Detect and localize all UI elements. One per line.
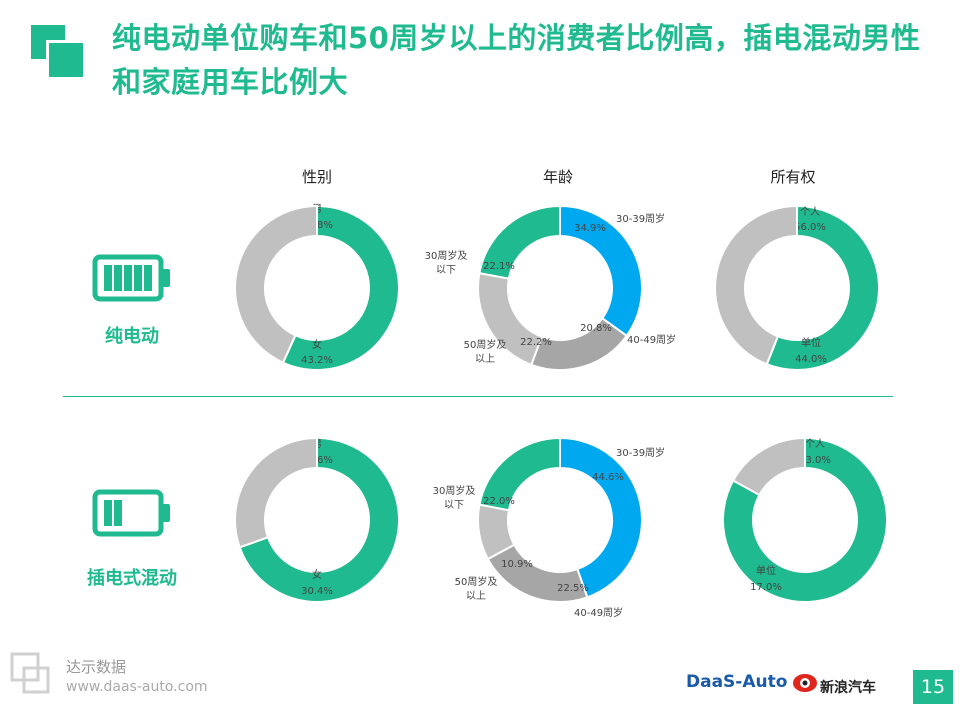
- logo-square-front: [46, 40, 86, 80]
- full-battery-icon: [92, 254, 170, 302]
- slice-name-label: 以下: [444, 500, 464, 511]
- slice-value-label: 22.5%: [557, 583, 589, 594]
- donut-slice: [765, 204, 880, 371]
- column-header-gender: 性别: [301, 168, 332, 186]
- page-title: 纯电动单位购车和50周岁以上的消费者比例高，插电混动男性和家庭用车比例大: [112, 21, 921, 99]
- row-divider: [63, 396, 893, 397]
- slice-name-label: 40-49周岁: [627, 333, 676, 346]
- donut-slice: [281, 204, 400, 371]
- donut-slice: [477, 271, 544, 367]
- slice-name-label: 30周岁及: [433, 484, 476, 497]
- slice-value-label: 30.4%: [301, 586, 333, 597]
- slice-name-label: 30-39周岁: [616, 212, 665, 225]
- donut-slice: [478, 204, 561, 280]
- sina-auto-logo: 新浪汽车: [820, 680, 876, 696]
- donut-slice: [722, 436, 888, 603]
- slice-value-label: 22.1%: [483, 261, 515, 272]
- slice-value-label: 22.0%: [483, 496, 515, 507]
- slice-value-label: 34.9%: [574, 223, 606, 234]
- slice-value-label: 56.0%: [794, 222, 826, 233]
- row-label-bev: 纯电动: [105, 326, 159, 347]
- donut-slice: [238, 436, 400, 603]
- slice-name-label: 个人: [800, 206, 820, 218]
- slice-name-label: 个人: [805, 438, 825, 450]
- donut-slice: [234, 436, 318, 549]
- donut-slice: [559, 436, 643, 599]
- half-battery-icon: [92, 489, 170, 537]
- donut-slice: [234, 204, 318, 364]
- sina-eye-icon: [793, 674, 817, 692]
- daas-auto-logo: DaaS-Auto: [686, 672, 788, 692]
- slice-name-label: 40-49周岁: [574, 606, 623, 619]
- slice-value-label: 44.6%: [592, 472, 624, 483]
- donut-slice: [559, 204, 643, 338]
- page-number: 15: [913, 670, 953, 704]
- slice-name-label: 以上: [466, 590, 486, 602]
- slice-name-label: 50周岁及: [464, 338, 507, 351]
- slice-value-label: 20.8%: [580, 323, 612, 334]
- footer-brand: 达示数据: [66, 658, 127, 676]
- donut-slice: [478, 436, 561, 512]
- slice-name-label: 50周岁及: [455, 575, 498, 588]
- donut-slice: [714, 204, 798, 366]
- slice-name-label: 女: [312, 338, 322, 351]
- slice-value-label: 43.2%: [301, 355, 333, 366]
- slice-name-label: 以下: [436, 265, 456, 276]
- slice-value-label: 44.0%: [795, 354, 827, 365]
- slice-value-label: 83.0%: [799, 455, 831, 466]
- slice-name-label: 女: [312, 568, 322, 581]
- slice-value-label: 22.2%: [520, 337, 552, 348]
- slice-name-label: 以上: [475, 353, 495, 365]
- slice-name-label: 30-39周岁: [616, 446, 665, 459]
- footer-url[interactable]: www.daas-auto.com: [66, 679, 208, 695]
- brand-logo-icon: [10, 652, 50, 694]
- row-label-phev: 插电式混动: [87, 568, 177, 589]
- slice-value-label: 10.9%: [501, 559, 533, 570]
- slice-name-label: 单位: [801, 336, 821, 349]
- column-header-ownership: 所有权: [770, 168, 816, 186]
- slice-name-label: 30周岁及: [425, 249, 468, 262]
- slice-name-label: 单位: [756, 564, 776, 577]
- slice-value-label: 17.0%: [750, 582, 782, 593]
- column-header-age: 年龄: [542, 168, 573, 186]
- donut-slice: [731, 436, 806, 497]
